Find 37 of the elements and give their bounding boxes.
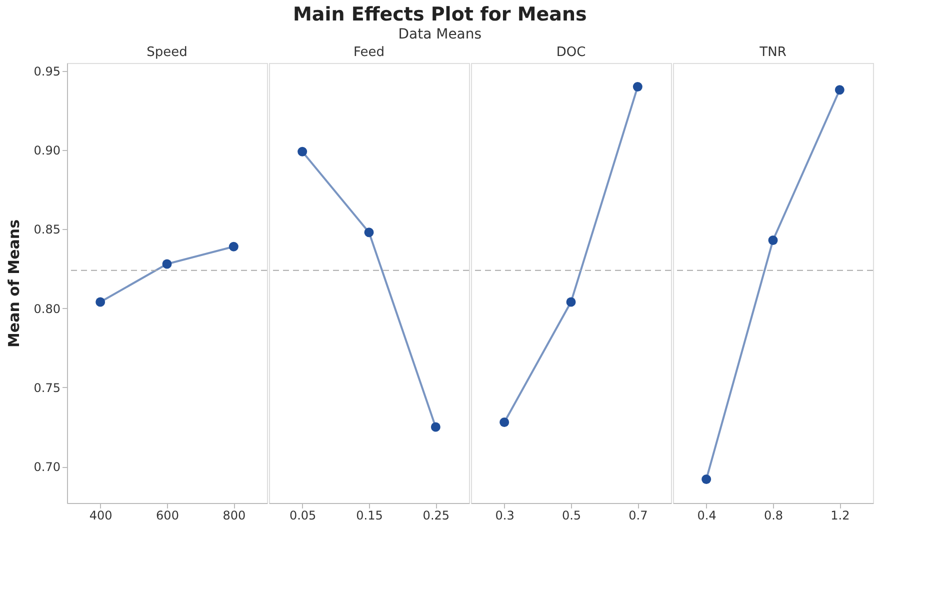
chart-title: Main Effects Plot for Means: [292, 4, 587, 26]
x-tick-label: 400: [89, 508, 112, 522]
y-axis-title: Mean of Means: [4, 219, 23, 348]
x-tick-label: 0.3: [495, 508, 514, 522]
x-tick-label: 0.15: [356, 508, 383, 522]
text: Speed: [146, 45, 188, 60]
point: [702, 474, 712, 484]
point: [834, 85, 844, 95]
y-tick-label: 0.70: [34, 460, 60, 474]
x-tick-label: 0.4: [697, 508, 716, 522]
point: [96, 297, 106, 307]
y-tick-label: 0.95: [34, 64, 60, 78]
point: [566, 297, 576, 307]
x-tick-label: 0.25: [422, 508, 450, 522]
x-tick-label: 1.2: [830, 508, 850, 522]
text: DOC: [556, 45, 586, 60]
x-tick-label: 0.5: [562, 508, 582, 522]
point: [228, 242, 238, 252]
y-tick-label: 0.90: [34, 144, 60, 158]
point: [162, 259, 172, 269]
chart-subtitle: Data Means: [398, 26, 482, 42]
text: TNR: [758, 45, 786, 60]
point: [632, 82, 642, 92]
x-tick-label: 0.05: [289, 508, 316, 522]
x-tick-label: 800: [222, 508, 246, 522]
x-tick-label: 600: [156, 508, 179, 522]
y-tick-label: 0.80: [34, 302, 60, 316]
point: [768, 236, 778, 245]
y-tick-label: 0.75: [34, 380, 60, 395]
x-tick-label: 0.7: [628, 508, 648, 522]
y-tick-label: 0.85: [34, 222, 60, 237]
point: [364, 228, 374, 238]
point: [298, 146, 308, 156]
text: Feed: [353, 45, 385, 60]
x-tick-label: 0.8: [764, 508, 784, 522]
point: [430, 422, 440, 432]
point: [500, 418, 510, 428]
